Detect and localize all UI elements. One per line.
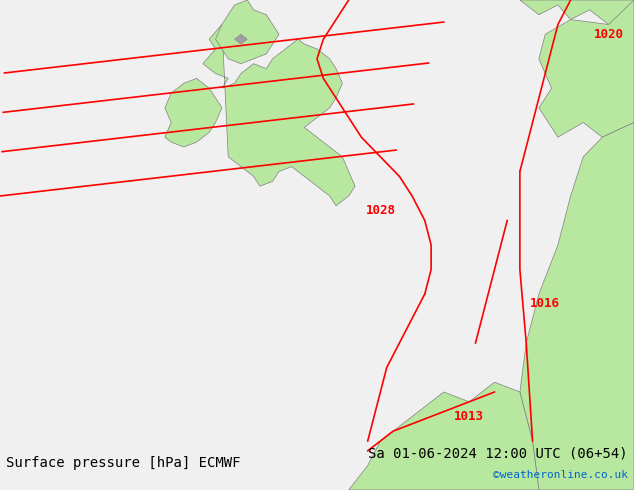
Polygon shape	[349, 382, 539, 490]
Text: 1013: 1013	[454, 410, 484, 423]
Polygon shape	[235, 34, 247, 44]
Text: Sa 01-06-2024 12:00 UTC (06+54): Sa 01-06-2024 12:00 UTC (06+54)	[368, 446, 628, 461]
Polygon shape	[539, 0, 634, 137]
Text: ©weatheronline.co.uk: ©weatheronline.co.uk	[493, 470, 628, 480]
Polygon shape	[520, 0, 634, 24]
Polygon shape	[203, 24, 355, 206]
Text: 1016: 1016	[530, 297, 560, 310]
Text: Surface pressure [hPa] ECMWF: Surface pressure [hPa] ECMWF	[6, 456, 241, 470]
Polygon shape	[520, 122, 634, 490]
Polygon shape	[165, 78, 222, 147]
Text: 1020: 1020	[593, 28, 624, 41]
Polygon shape	[216, 0, 279, 64]
Text: 1028: 1028	[365, 204, 396, 217]
